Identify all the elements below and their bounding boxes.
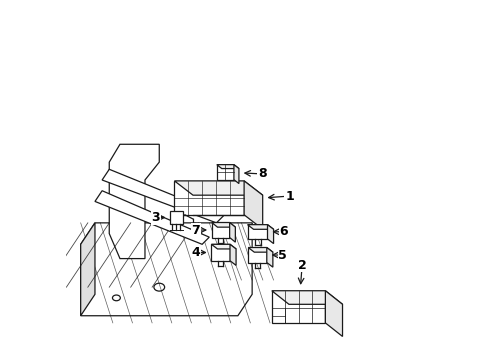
- Polygon shape: [248, 248, 273, 252]
- Text: 4: 4: [191, 246, 200, 259]
- Text: 8: 8: [258, 167, 267, 180]
- Polygon shape: [212, 222, 235, 227]
- Polygon shape: [248, 248, 267, 262]
- Polygon shape: [81, 223, 252, 316]
- Polygon shape: [170, 211, 183, 224]
- Polygon shape: [268, 225, 273, 244]
- Polygon shape: [217, 165, 234, 180]
- Text: 5: 5: [278, 248, 287, 261]
- Polygon shape: [230, 244, 236, 265]
- Text: 3: 3: [151, 211, 160, 224]
- Text: 7: 7: [191, 224, 200, 237]
- Polygon shape: [102, 169, 223, 223]
- Polygon shape: [272, 291, 343, 304]
- Polygon shape: [247, 225, 273, 229]
- Text: 6: 6: [279, 225, 288, 238]
- Polygon shape: [109, 144, 159, 258]
- Polygon shape: [174, 181, 263, 195]
- Polygon shape: [267, 248, 273, 267]
- Text: 2: 2: [298, 258, 307, 271]
- Polygon shape: [211, 244, 236, 249]
- Polygon shape: [247, 225, 268, 239]
- Text: 1: 1: [285, 190, 294, 203]
- Polygon shape: [230, 222, 235, 242]
- Polygon shape: [95, 191, 209, 244]
- Polygon shape: [217, 165, 239, 168]
- Polygon shape: [325, 291, 343, 337]
- Polygon shape: [81, 223, 95, 316]
- Polygon shape: [234, 165, 239, 184]
- Polygon shape: [244, 181, 263, 229]
- Polygon shape: [272, 291, 325, 323]
- Polygon shape: [211, 244, 230, 261]
- Polygon shape: [174, 181, 244, 215]
- Polygon shape: [212, 222, 230, 238]
